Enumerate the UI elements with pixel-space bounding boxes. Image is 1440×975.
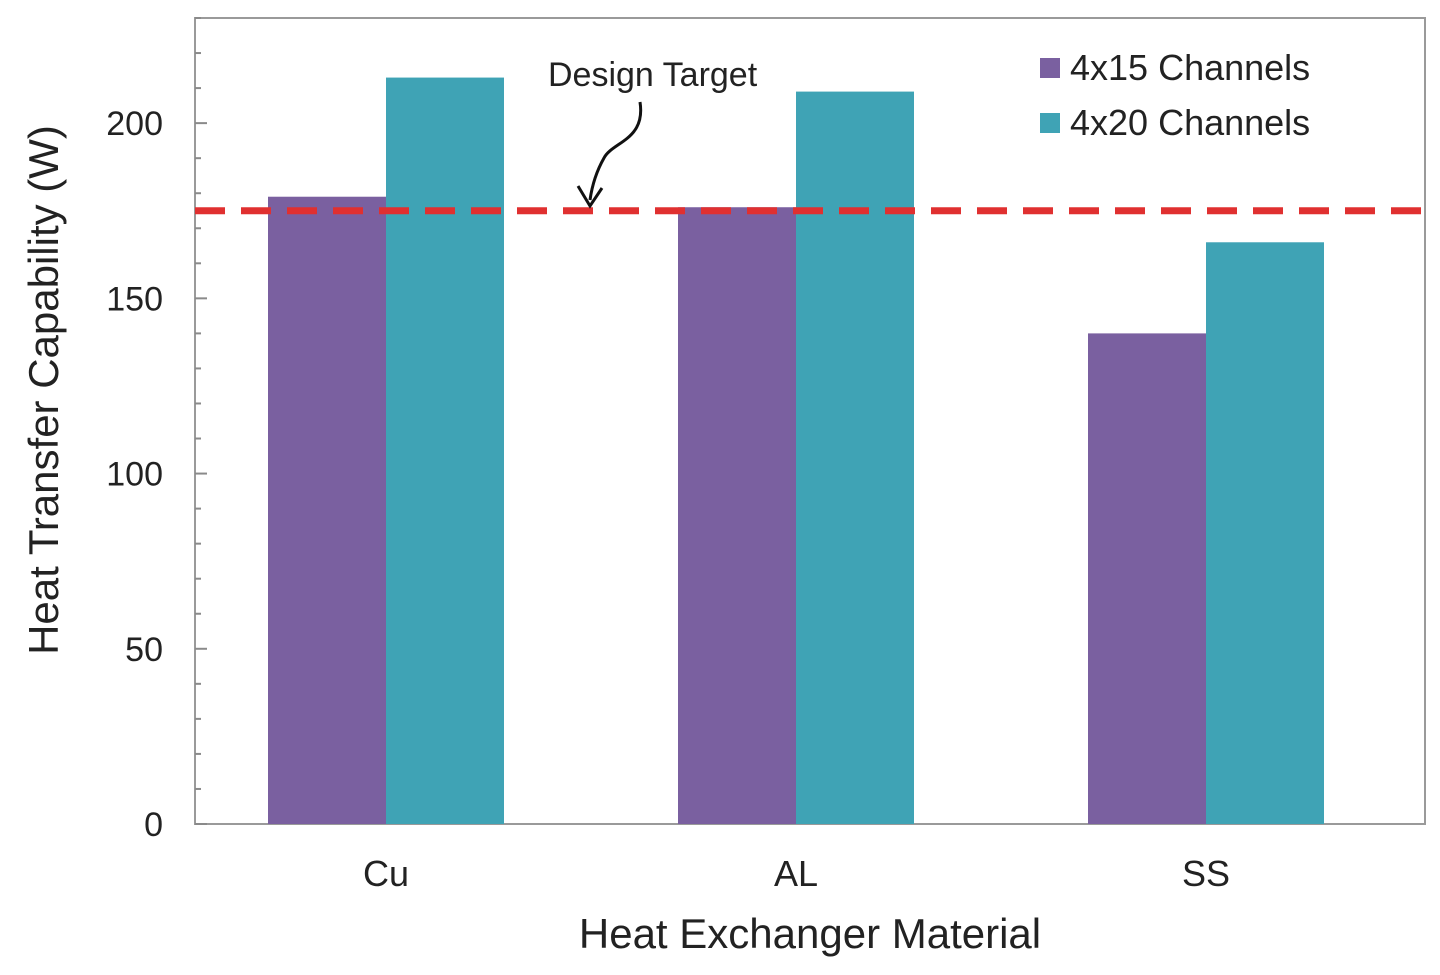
y-tick-label: 50 [125, 631, 163, 669]
y-tick-label: 100 [106, 456, 163, 494]
bar-cu-4x20-channels [386, 77, 504, 824]
y-axis-title: Heat Transfer Capability (W) [20, 125, 67, 655]
legend-label-4x15: 4x15 Channels [1070, 47, 1310, 88]
bar-al-4x15-channels [678, 207, 796, 824]
annotation-arrow [588, 101, 643, 201]
bar-ss-4x15-channels [1088, 333, 1206, 824]
y-tick-label: 200 [106, 105, 163, 143]
x-category-label: SS [1182, 853, 1230, 894]
legend: 4x15 Channels 4x20 Channels [1040, 47, 1310, 143]
bar-ss-4x20-channels [1206, 242, 1324, 824]
x-category-label: AL [774, 853, 818, 894]
y-tick-label: 150 [106, 280, 163, 318]
y-tick-label: 0 [144, 806, 163, 844]
legend-swatch-4x20 [1040, 113, 1060, 133]
legend-swatch-4x15 [1040, 58, 1060, 78]
design-target-annotation: Design Target [548, 56, 758, 209]
x-category-label: Cu [363, 853, 409, 894]
bar-al-4x20-channels [796, 91, 914, 824]
reference-line-label: Design Target [548, 56, 758, 94]
legend-label-4x20: 4x20 Channels [1070, 102, 1310, 143]
x-axis-title: Heat Exchanger Material [579, 910, 1041, 957]
annotation-arrowhead [576, 185, 604, 209]
bar-cu-4x15-channels [268, 196, 386, 824]
